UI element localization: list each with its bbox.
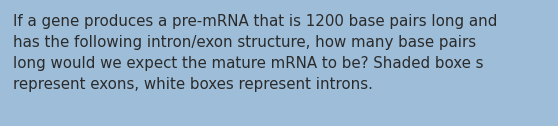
Text: If a gene produces a pre-mRNA that is 1200 base pairs long and
has the following: If a gene produces a pre-mRNA that is 12… — [13, 14, 497, 92]
